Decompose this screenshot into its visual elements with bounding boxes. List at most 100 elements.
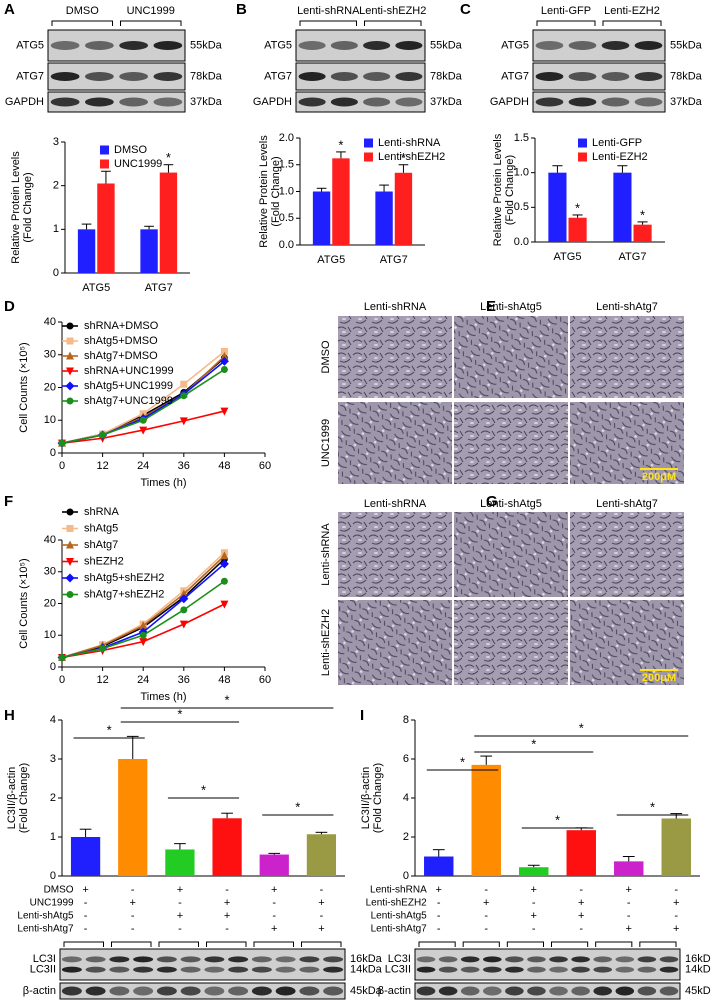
blot-band — [395, 97, 423, 107]
condition-label: Lenti-shRNA — [370, 885, 427, 896]
y-axis-label: Relative Protein Levels — [492, 133, 504, 246]
marker — [139, 631, 147, 639]
condition-sign: - — [437, 923, 441, 935]
condition-sign: + — [318, 923, 324, 935]
blot-strip — [532, 91, 666, 113]
condition-sign: - — [84, 910, 88, 922]
blot-band — [133, 986, 154, 996]
blot-band — [416, 956, 436, 963]
legend-swatch — [364, 138, 373, 148]
condition-sign: - — [484, 923, 488, 935]
y-tick-label: 20 — [44, 381, 56, 393]
blot-row-label: β-actin — [23, 985, 56, 997]
legend-marker — [66, 525, 74, 532]
blot-row-label: LC3II — [30, 964, 56, 976]
micrograph-column-label: Lenti-shAtg7 — [596, 301, 658, 313]
legend-label: UNC1999 — [114, 158, 162, 170]
blot-band — [634, 97, 663, 107]
micrograph-row-label: Lenti-shRNA — [320, 523, 332, 586]
y-tick-label: 1.5 — [279, 159, 294, 171]
blot-band — [323, 966, 344, 973]
blot-row-label: LC3I — [33, 953, 56, 965]
marker — [220, 351, 229, 360]
y-tick-label: 1.5 — [514, 132, 529, 144]
marker — [220, 407, 229, 416]
x-tick-label: 48 — [218, 460, 230, 472]
blot-band — [228, 986, 249, 996]
blot-band — [153, 41, 183, 50]
y-tick-label: 8 — [403, 714, 409, 726]
legend-swatch — [364, 152, 373, 162]
blot-band — [109, 966, 130, 973]
blot-header: Lenti-shRNA — [297, 5, 360, 17]
blot-band — [634, 72, 663, 81]
condition-sign: - — [674, 884, 678, 896]
x-tick-label: ATG7 — [380, 254, 408, 266]
blot-band — [204, 966, 225, 973]
blot-band — [133, 956, 154, 963]
lane-bracket — [51, 20, 113, 26]
bar — [159, 172, 178, 273]
bar — [77, 229, 96, 273]
condition-sign: - — [272, 910, 276, 922]
blot-band — [156, 956, 177, 963]
blot-band — [50, 41, 80, 50]
blot-band — [438, 956, 458, 963]
legend-label: shAtg5+DMSO — [84, 335, 158, 347]
blot-strip — [414, 982, 681, 1000]
blot-band — [571, 986, 590, 996]
condition-sign: + — [626, 923, 632, 935]
significance: * — [295, 799, 300, 814]
blot-band — [50, 72, 80, 81]
condition-sign: - — [579, 884, 583, 896]
micrograph — [338, 512, 452, 597]
blot-header: Lenti-GFP — [541, 5, 591, 17]
bar — [519, 867, 549, 876]
blot-size-label: 14kDa — [685, 964, 711, 976]
blot-strip — [59, 982, 346, 1000]
marker — [179, 620, 188, 629]
bar — [259, 854, 289, 876]
legend-marker — [66, 591, 74, 598]
bar — [566, 830, 596, 876]
blot-row-label: ATG5 — [501, 39, 529, 51]
blot-band — [505, 986, 524, 996]
marker — [139, 416, 147, 424]
lane-bracket — [364, 20, 422, 26]
micrograph-column-label: Lenti-shRNA — [364, 498, 427, 510]
bar — [97, 183, 115, 273]
blot-size-label: 45kDa — [685, 985, 711, 997]
blot-size-label: 37kDa — [430, 96, 463, 108]
significance: * — [401, 150, 406, 165]
significance: * — [575, 200, 580, 215]
blot-row-label: LC3I — [388, 953, 411, 965]
blot-band — [323, 956, 344, 963]
lane-bracket — [206, 941, 247, 947]
blot-band — [505, 956, 524, 963]
panel-label: D — [4, 298, 15, 315]
marker — [219, 356, 229, 366]
y-axis-label: LC3II/β-actin — [6, 767, 18, 830]
panel-label: H — [4, 707, 15, 724]
panel-label: A — [4, 1, 15, 18]
legend-label: Lenti-GFP — [592, 137, 642, 149]
y-axis-label: (Fold Change) — [504, 155, 516, 225]
blot-strip — [414, 948, 681, 981]
y-tick-label: 0.5 — [279, 212, 294, 224]
lane-bracket — [63, 941, 104, 947]
bar — [394, 172, 413, 245]
blot-band — [527, 956, 546, 963]
panel-label: B — [236, 1, 247, 18]
condition-sign: + — [271, 923, 277, 935]
legend-label: shEZH2 — [84, 555, 124, 567]
marker — [139, 638, 148, 647]
x-tick-label: ATG5 — [82, 282, 110, 294]
blot-size-label: 55kDa — [190, 39, 223, 51]
bar — [312, 191, 331, 245]
bar — [614, 861, 644, 876]
blot-band — [156, 966, 177, 973]
x-tick-label: 24 — [137, 460, 149, 472]
blot-band — [299, 966, 320, 973]
blot-band — [593, 986, 612, 996]
